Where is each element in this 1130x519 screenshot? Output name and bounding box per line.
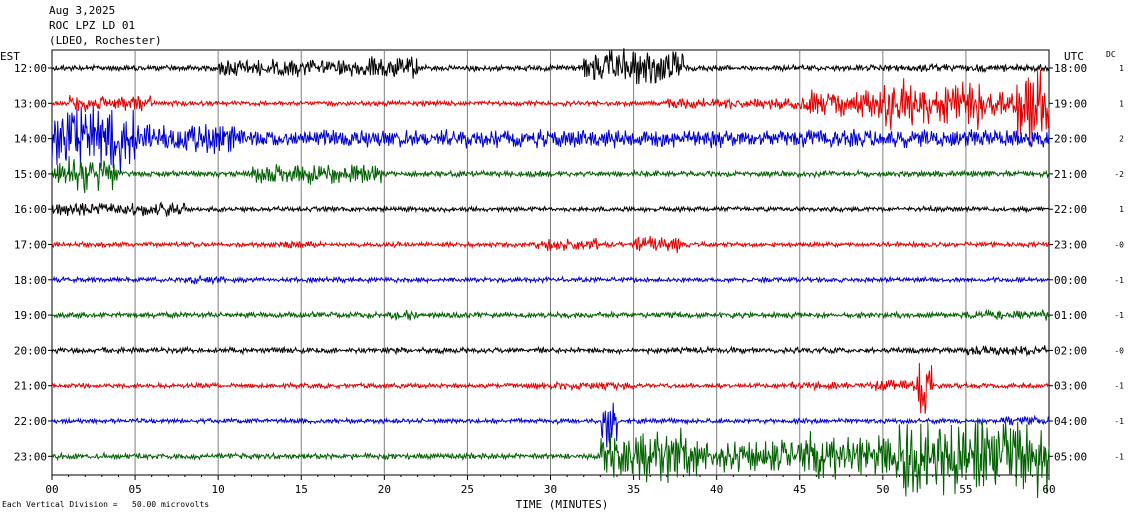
trace-1300 [51, 69, 1050, 147]
est-time-label: 19:00 [14, 309, 47, 322]
est-time-label: 18:00 [14, 274, 47, 287]
dc-axis-label: DC [1106, 50, 1116, 59]
dc-offset-label: -0 [1114, 346, 1124, 355]
x-tick-label: 45 [793, 483, 806, 496]
est-time-label: 17:00 [14, 239, 47, 252]
utc-time-label: 22:00 [1054, 203, 1087, 216]
est-time-label: 16:00 [14, 203, 47, 216]
x-tick-label: 20 [378, 483, 391, 496]
x-tick-label: 15 [295, 483, 308, 496]
dc-offset-label: 1 [1119, 64, 1124, 73]
utc-time-label: 02:00 [1054, 344, 1087, 357]
utc-time-label: 00:00 [1054, 274, 1087, 287]
station-code: ROC LPZ LD 01 [49, 19, 136, 32]
utc-time-label: 21:00 [1054, 168, 1087, 181]
utc-time-label: 20:00 [1054, 133, 1087, 146]
trace-2300 [51, 417, 1050, 499]
utc-time-label: 23:00 [1054, 239, 1087, 252]
x-axis-ticks: 00 05 10 15 20 25 30 35 40 45 50 55 60 [45, 475, 1056, 496]
trace-2000 [51, 344, 1050, 358]
trace-2100 [51, 362, 1050, 414]
x-tick-label: 30 [544, 483, 557, 496]
utc-time-label: 03:00 [1054, 380, 1087, 393]
x-tick-label: 10 [212, 483, 225, 496]
trace-1400 [51, 105, 1050, 174]
x-tick-label: 00 [45, 483, 58, 496]
trace-1600 [51, 201, 1050, 217]
utc-time-label: 18:00 [1054, 62, 1087, 75]
est-axis-label: EST [0, 50, 20, 63]
x-tick-label: 60 [1042, 483, 1055, 496]
x-axis-title: TIME (MINUTES) [516, 498, 609, 511]
est-time-label: 23:00 [14, 450, 47, 463]
dc-offset-label: -1 [1114, 382, 1124, 391]
trace-1500 [51, 156, 1050, 194]
dc-offset-label: -1 [1114, 311, 1124, 320]
est-time-label: 13:00 [14, 97, 47, 110]
network-name: (LDEO, Rochester) [49, 34, 162, 47]
est-time-label: 15:00 [14, 168, 47, 181]
est-time-label: 14:00 [14, 133, 47, 146]
est-time-label: 21:00 [14, 380, 47, 393]
trace-1900 [51, 308, 1050, 322]
x-tick-label: 55 [959, 483, 972, 496]
dc-offset-label: 1 [1119, 205, 1124, 214]
est-time-label: 12:00 [14, 62, 47, 75]
dc-offset-label: 2 [1119, 135, 1124, 144]
trace-1700 [51, 235, 1050, 254]
utc-time-label: 04:00 [1054, 415, 1087, 428]
est-time-label: 22:00 [14, 415, 47, 428]
x-tick-label: 50 [876, 483, 889, 496]
trace-1200 [51, 48, 1050, 85]
x-tick-label: 05 [128, 483, 141, 496]
dc-offset-label: -1 [1114, 452, 1124, 461]
utc-time-label: 05:00 [1054, 450, 1087, 463]
trace-2200 [51, 402, 1050, 448]
trace-1800 [52, 274, 1050, 286]
time-grid [51, 49, 1050, 476]
trace-rows [51, 48, 1050, 499]
utc-time-label: 19:00 [1054, 97, 1087, 110]
utc-axis-label: UTC [1064, 50, 1084, 63]
x-tick-label: 25 [461, 483, 474, 496]
utc-time-label: 01:00 [1054, 309, 1087, 322]
dc-offset-label: -0 [1114, 241, 1124, 250]
dc-offset-label: -2 [1114, 170, 1124, 179]
plot-date: Aug 3,2025 [49, 4, 116, 17]
est-time-label: 20:00 [14, 344, 47, 357]
dc-offset-label: -1 [1114, 417, 1124, 426]
scale-note: Each Vertical Division = 50.00 microvolt… [2, 500, 210, 509]
dc-offset-label: 1 [1119, 99, 1124, 108]
x-tick-label: 35 [627, 483, 640, 496]
dc-offset-label: -1 [1114, 276, 1124, 285]
x-tick-label: 40 [710, 483, 723, 496]
row-labels: 12:00 18:00 1 13:00 19:00 1 14:00 20:00 2 15:00 21… [14, 62, 1124, 463]
